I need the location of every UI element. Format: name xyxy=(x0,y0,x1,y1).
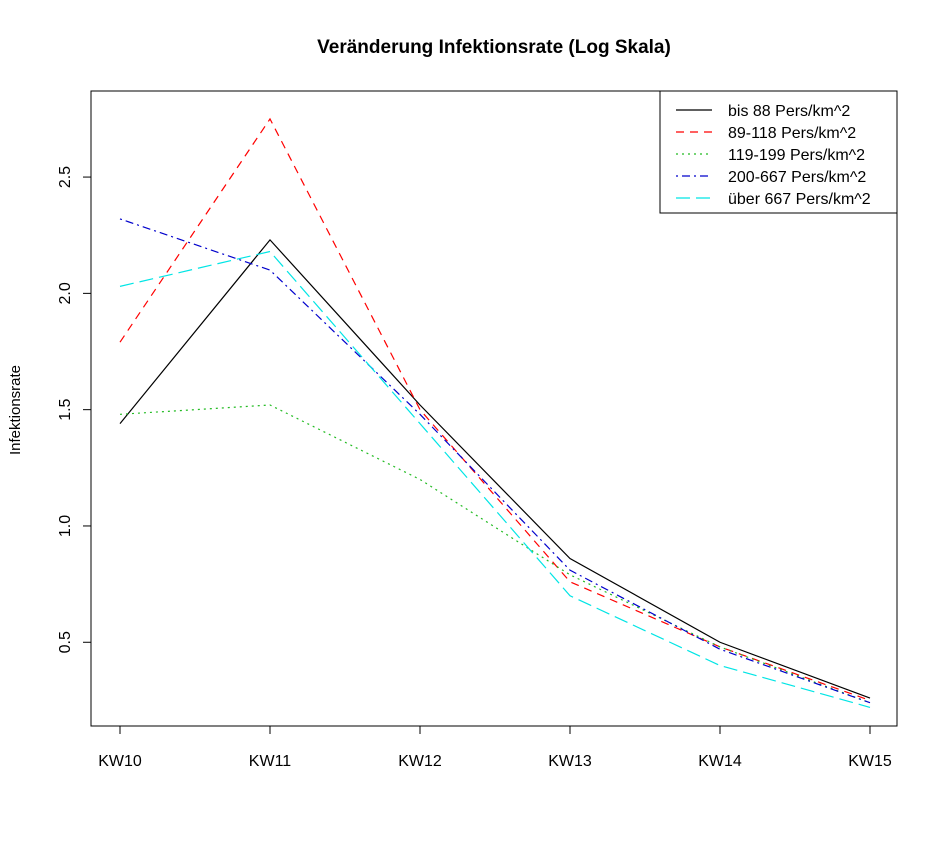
legend-label-3: 200-667 Pers/km^2 xyxy=(728,169,866,186)
y-tick-label: 1.5 xyxy=(57,398,74,420)
chart-title: Veränderung Infektionsrate (Log Skala) xyxy=(317,37,671,58)
series-line-2 xyxy=(119,404,871,704)
y-axis: 0.5 1.0 1.5 2.0 2.5 xyxy=(57,166,91,653)
x-tick-label: KW11 xyxy=(249,753,291,770)
legend-label-4: über 667 Pers/km^2 xyxy=(728,191,871,208)
y-tick-label: 2.5 xyxy=(57,166,74,188)
series-line-0 xyxy=(119,238,871,699)
series-line-1 xyxy=(119,117,871,701)
x-tick-label: KW12 xyxy=(398,753,442,770)
legend-label-1: 89-118 Pers/km^2 xyxy=(728,125,856,142)
x-tick-label: KW15 xyxy=(848,753,892,770)
series-lines xyxy=(119,117,871,708)
legend-label-0: bis 88 Pers/km^2 xyxy=(728,103,850,120)
series-line-3 xyxy=(119,218,871,704)
x-tick-label: KW10 xyxy=(98,753,142,770)
x-tick-label: KW14 xyxy=(698,753,742,770)
series-line-4 xyxy=(119,250,871,708)
legend-box xyxy=(659,90,898,214)
x-tick-label: KW13 xyxy=(548,753,592,770)
x-axis: KW10 KW11 KW12 KW13 KW14 KW15 xyxy=(98,726,892,770)
plot-frame xyxy=(90,90,898,727)
y-axis-label: Infektionsrate xyxy=(7,365,24,455)
y-tick-label: 1.0 xyxy=(57,515,74,537)
legend: bis 88 Pers/km^2 89-118 Pers/km^2 119-199 … xyxy=(659,90,898,214)
y-tick-label: 2.0 xyxy=(57,282,74,304)
y-tick-label: 0.5 xyxy=(57,631,74,653)
legend-label-2: 119-199 Pers/km^2 xyxy=(728,147,865,164)
